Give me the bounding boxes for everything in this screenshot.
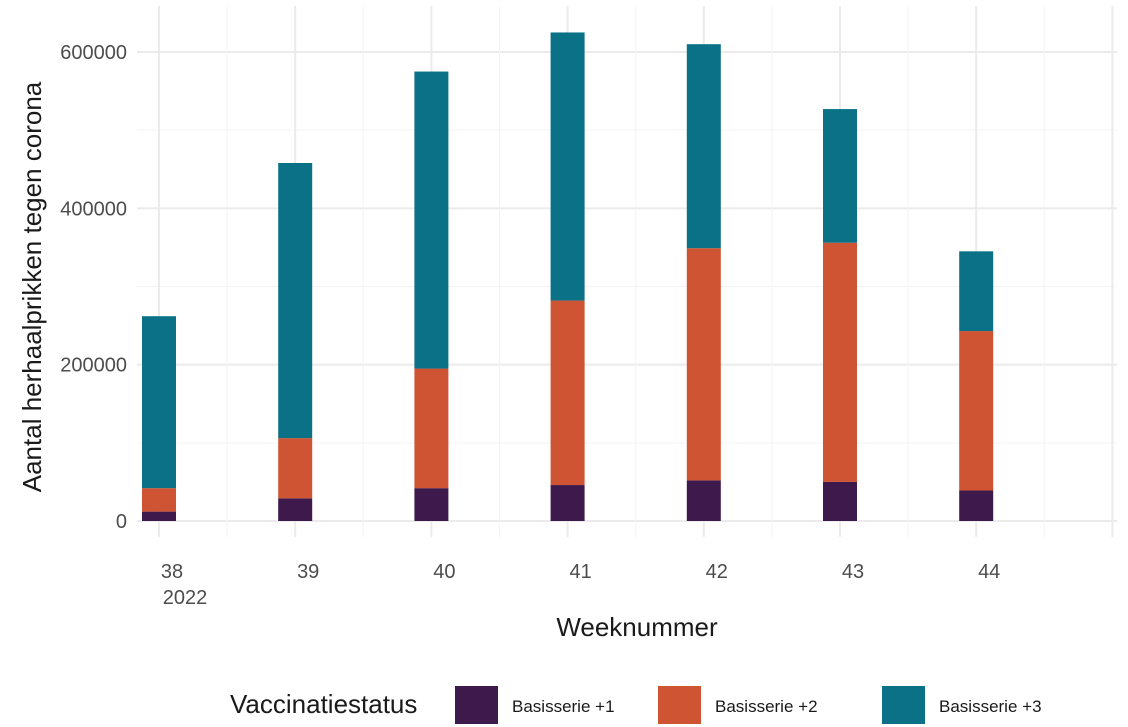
bar-segment-2-week-42 [686,248,721,481]
y-tick-label: 200000 [60,355,127,377]
bar-segment-2-week-38 [142,488,176,512]
bar-segment-3-week-43 [823,109,857,243]
bar-segment-2-week-40 [414,368,449,489]
x-tick-label: 41 [569,561,591,583]
y-tick-label: 400000 [60,198,127,220]
legend-key-3 [882,686,925,724]
x-tick-label: 39 [297,561,319,583]
legend-label-3: Basisserie +3 [939,697,1042,716]
bars [142,32,994,521]
bar-segment-1-week-40 [414,488,449,521]
legend: Vaccinatiestatus Basisserie +1 Basisserie… [230,686,1042,724]
legend-label-2: Basisserie +2 [715,697,818,716]
bar-segment-1-week-41 [550,485,585,521]
x-tick-label: 38 [161,561,183,583]
legend-key-2 [658,686,701,724]
bar-segment-1-week-39 [278,498,313,521]
bar-segment-3-week-42 [686,44,721,249]
legend-items: Basisserie +1 Basisserie +2 Basisserie +3 [455,686,1042,724]
y-tick-label: 600000 [60,42,127,64]
y-axis-title: Aantal herhaalprikken tegen corona [17,81,47,492]
x-tick-label: 44 [978,561,1000,583]
legend-label-1: Basisserie +1 [512,697,615,716]
x-tick-label: 43 [842,561,864,583]
bar-segment-3-week-39 [278,162,313,439]
bar-segment-2-week-44 [959,331,994,491]
x-axis-title: Weeknummer [556,612,718,642]
bar-segment-3-week-40 [414,71,449,369]
x-tick-label: 40 [433,561,455,583]
bar-segment-2-week-41 [550,300,585,486]
y-axis-ticks: 0 200000 400000 600000 [60,42,127,533]
x-tick-label: 42 [706,561,728,583]
bar-segment-2-week-39 [278,438,313,499]
y-tick-label: 0 [116,511,127,533]
legend-key-1 [455,686,498,724]
x-tick-sublabel: 2022 [163,587,208,609]
legend-title: Vaccinatiestatus [230,689,417,719]
bar-segment-1-week-44 [959,490,994,521]
x-axis-ticks: 38 2022 39 40 41 42 43 44 [161,561,1000,609]
bar-segment-2-week-43 [823,242,857,482]
bar-segment-3-week-44 [959,251,994,332]
bar-segment-3-week-38 [142,316,176,489]
bar-segment-1-week-42 [686,480,721,521]
bar-segment-1-week-43 [823,481,857,521]
bar-segment-3-week-41 [550,32,585,301]
bar-segment-1-week-38 [142,511,176,521]
